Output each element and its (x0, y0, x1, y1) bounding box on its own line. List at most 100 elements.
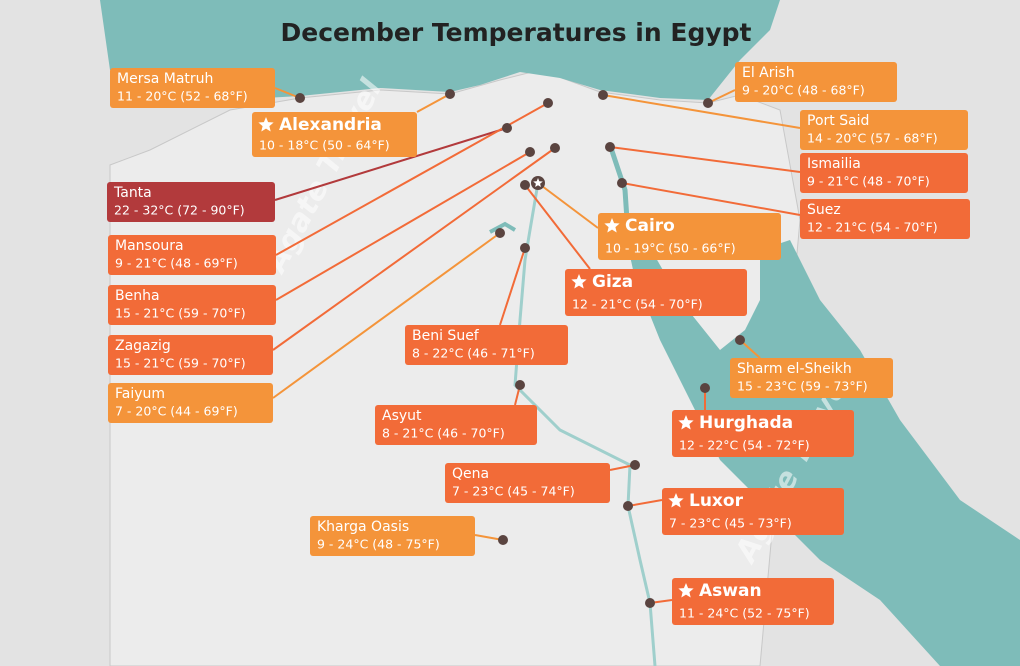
label-box (108, 383, 273, 423)
city-temps: 9 - 21°C (48 - 69°F) (115, 256, 238, 271)
city-temps: 12 - 21°C (54 - 70°F) (807, 220, 938, 235)
city-temps: 15 - 23°C (59 - 73°F) (737, 379, 868, 394)
lake-qarun (489, 221, 517, 234)
label-box (735, 62, 897, 102)
label-box (672, 578, 834, 625)
star-icon (668, 493, 684, 508)
city-dot (735, 335, 745, 345)
leader-line (627, 499, 663, 507)
city-name: Kharga Oasis (317, 519, 409, 535)
city-dot (700, 383, 710, 393)
star-icon (258, 117, 274, 132)
city-temps: 10 - 19°C (50 - 66°F) (605, 241, 736, 256)
label-box (730, 358, 893, 398)
city-temps: 22 - 32°C (72 - 90°F) (114, 203, 245, 218)
city-dot (520, 180, 530, 190)
city-dot (495, 228, 505, 238)
label-box (800, 110, 968, 150)
city-name: El Arish (742, 65, 795, 81)
city-name: Cairo (625, 216, 675, 236)
city-name: Hurghada (699, 413, 793, 433)
leader-line (602, 94, 801, 129)
city-temps: 14 - 20°C (57 - 68°F) (807, 131, 938, 146)
star-icon (678, 415, 694, 430)
leader-line (524, 184, 591, 270)
city-name: Benha (115, 288, 160, 304)
city-dot (617, 178, 627, 188)
city-name: Asyut (382, 408, 422, 424)
label-box (107, 182, 275, 222)
label-box (108, 335, 273, 375)
label-box (598, 213, 781, 260)
city-name: Alexandria (279, 115, 382, 135)
city-temps: 9 - 24°C (48 - 75°F) (317, 537, 440, 552)
city-dot (630, 460, 640, 470)
label-box (800, 199, 970, 239)
city-dot (645, 598, 655, 608)
city-temps: 11 - 24°C (52 - 75°F) (679, 606, 810, 621)
city-temps: 7 - 20°C (44 - 69°F) (115, 404, 238, 419)
leader-line (499, 247, 526, 326)
city-dot (295, 93, 305, 103)
city-dot (515, 380, 525, 390)
city-name: Ismailia (807, 156, 861, 172)
city-name: Suez (807, 202, 841, 218)
city-name: Giza (592, 272, 633, 292)
leader-line (537, 182, 599, 229)
leader-line (621, 182, 801, 216)
label-box (565, 269, 747, 316)
city-temps: 8 - 22°C (46 - 71°F) (412, 346, 535, 361)
labels: Mersa Matruh 11 - 20°C (52 - 68°F) Alexand… (107, 62, 970, 625)
city-dot (543, 98, 553, 108)
label-box (110, 68, 275, 108)
leader-line (272, 147, 556, 351)
city-temps: 11 - 20°C (52 - 68°F) (117, 89, 248, 104)
city-dot (445, 89, 455, 99)
star-icon (571, 274, 587, 289)
city-dot (623, 501, 633, 511)
leader-line (416, 93, 451, 113)
city-temps: 10 - 18°C (50 - 64°F) (259, 138, 390, 153)
label-box (672, 410, 854, 457)
city-temps: 15 - 21°C (59 - 70°F) (115, 356, 246, 371)
city-dot (520, 243, 530, 253)
city-temps: 15 - 21°C (59 - 70°F) (115, 306, 246, 321)
city-temps: 12 - 21°C (54 - 70°F) (572, 297, 703, 312)
star-icon (604, 218, 620, 233)
leader-line (275, 151, 531, 301)
title: December Temperatures in Egypt (280, 18, 751, 47)
label-box (252, 112, 417, 157)
city-temps: 9 - 20°C (48 - 68°F) (742, 83, 865, 98)
city-dot (498, 535, 508, 545)
label-box (108, 235, 276, 275)
city-name: Luxor (689, 491, 744, 511)
label-box (405, 325, 568, 365)
city-name: Sharm el-Sheikh (737, 361, 852, 377)
leader-line (609, 146, 801, 173)
label-box (800, 153, 968, 193)
city-name: Mansoura (115, 238, 184, 254)
city-temps: 8 - 21°C (46 - 70°F) (382, 426, 505, 441)
city-name: Beni Suef (412, 328, 480, 344)
label-box (375, 405, 537, 445)
leader-line (274, 127, 508, 201)
city-name: Qena (452, 466, 489, 482)
city-name: Port Said (807, 113, 869, 129)
city-name: Tanta (113, 185, 152, 201)
city-temps: 7 - 23°C (45 - 73°F) (669, 516, 792, 531)
city-dot (605, 142, 615, 152)
city-name: Mersa Matruh (117, 71, 213, 87)
label-box (445, 463, 610, 503)
label-box (108, 285, 276, 325)
label-box (662, 488, 844, 535)
city-dot (703, 98, 713, 108)
city-name: Faiyum (115, 386, 165, 402)
city-temps: 9 - 21°C (48 - 70°F) (807, 174, 930, 189)
city-name: Zagazig (115, 338, 171, 354)
capital-star (533, 178, 543, 187)
city-temps: 7 - 23°C (45 - 74°F) (452, 484, 575, 499)
leader-line (272, 232, 501, 399)
star-icon (678, 583, 694, 598)
city-temps: 12 - 22°C (54 - 72°F) (679, 438, 810, 453)
